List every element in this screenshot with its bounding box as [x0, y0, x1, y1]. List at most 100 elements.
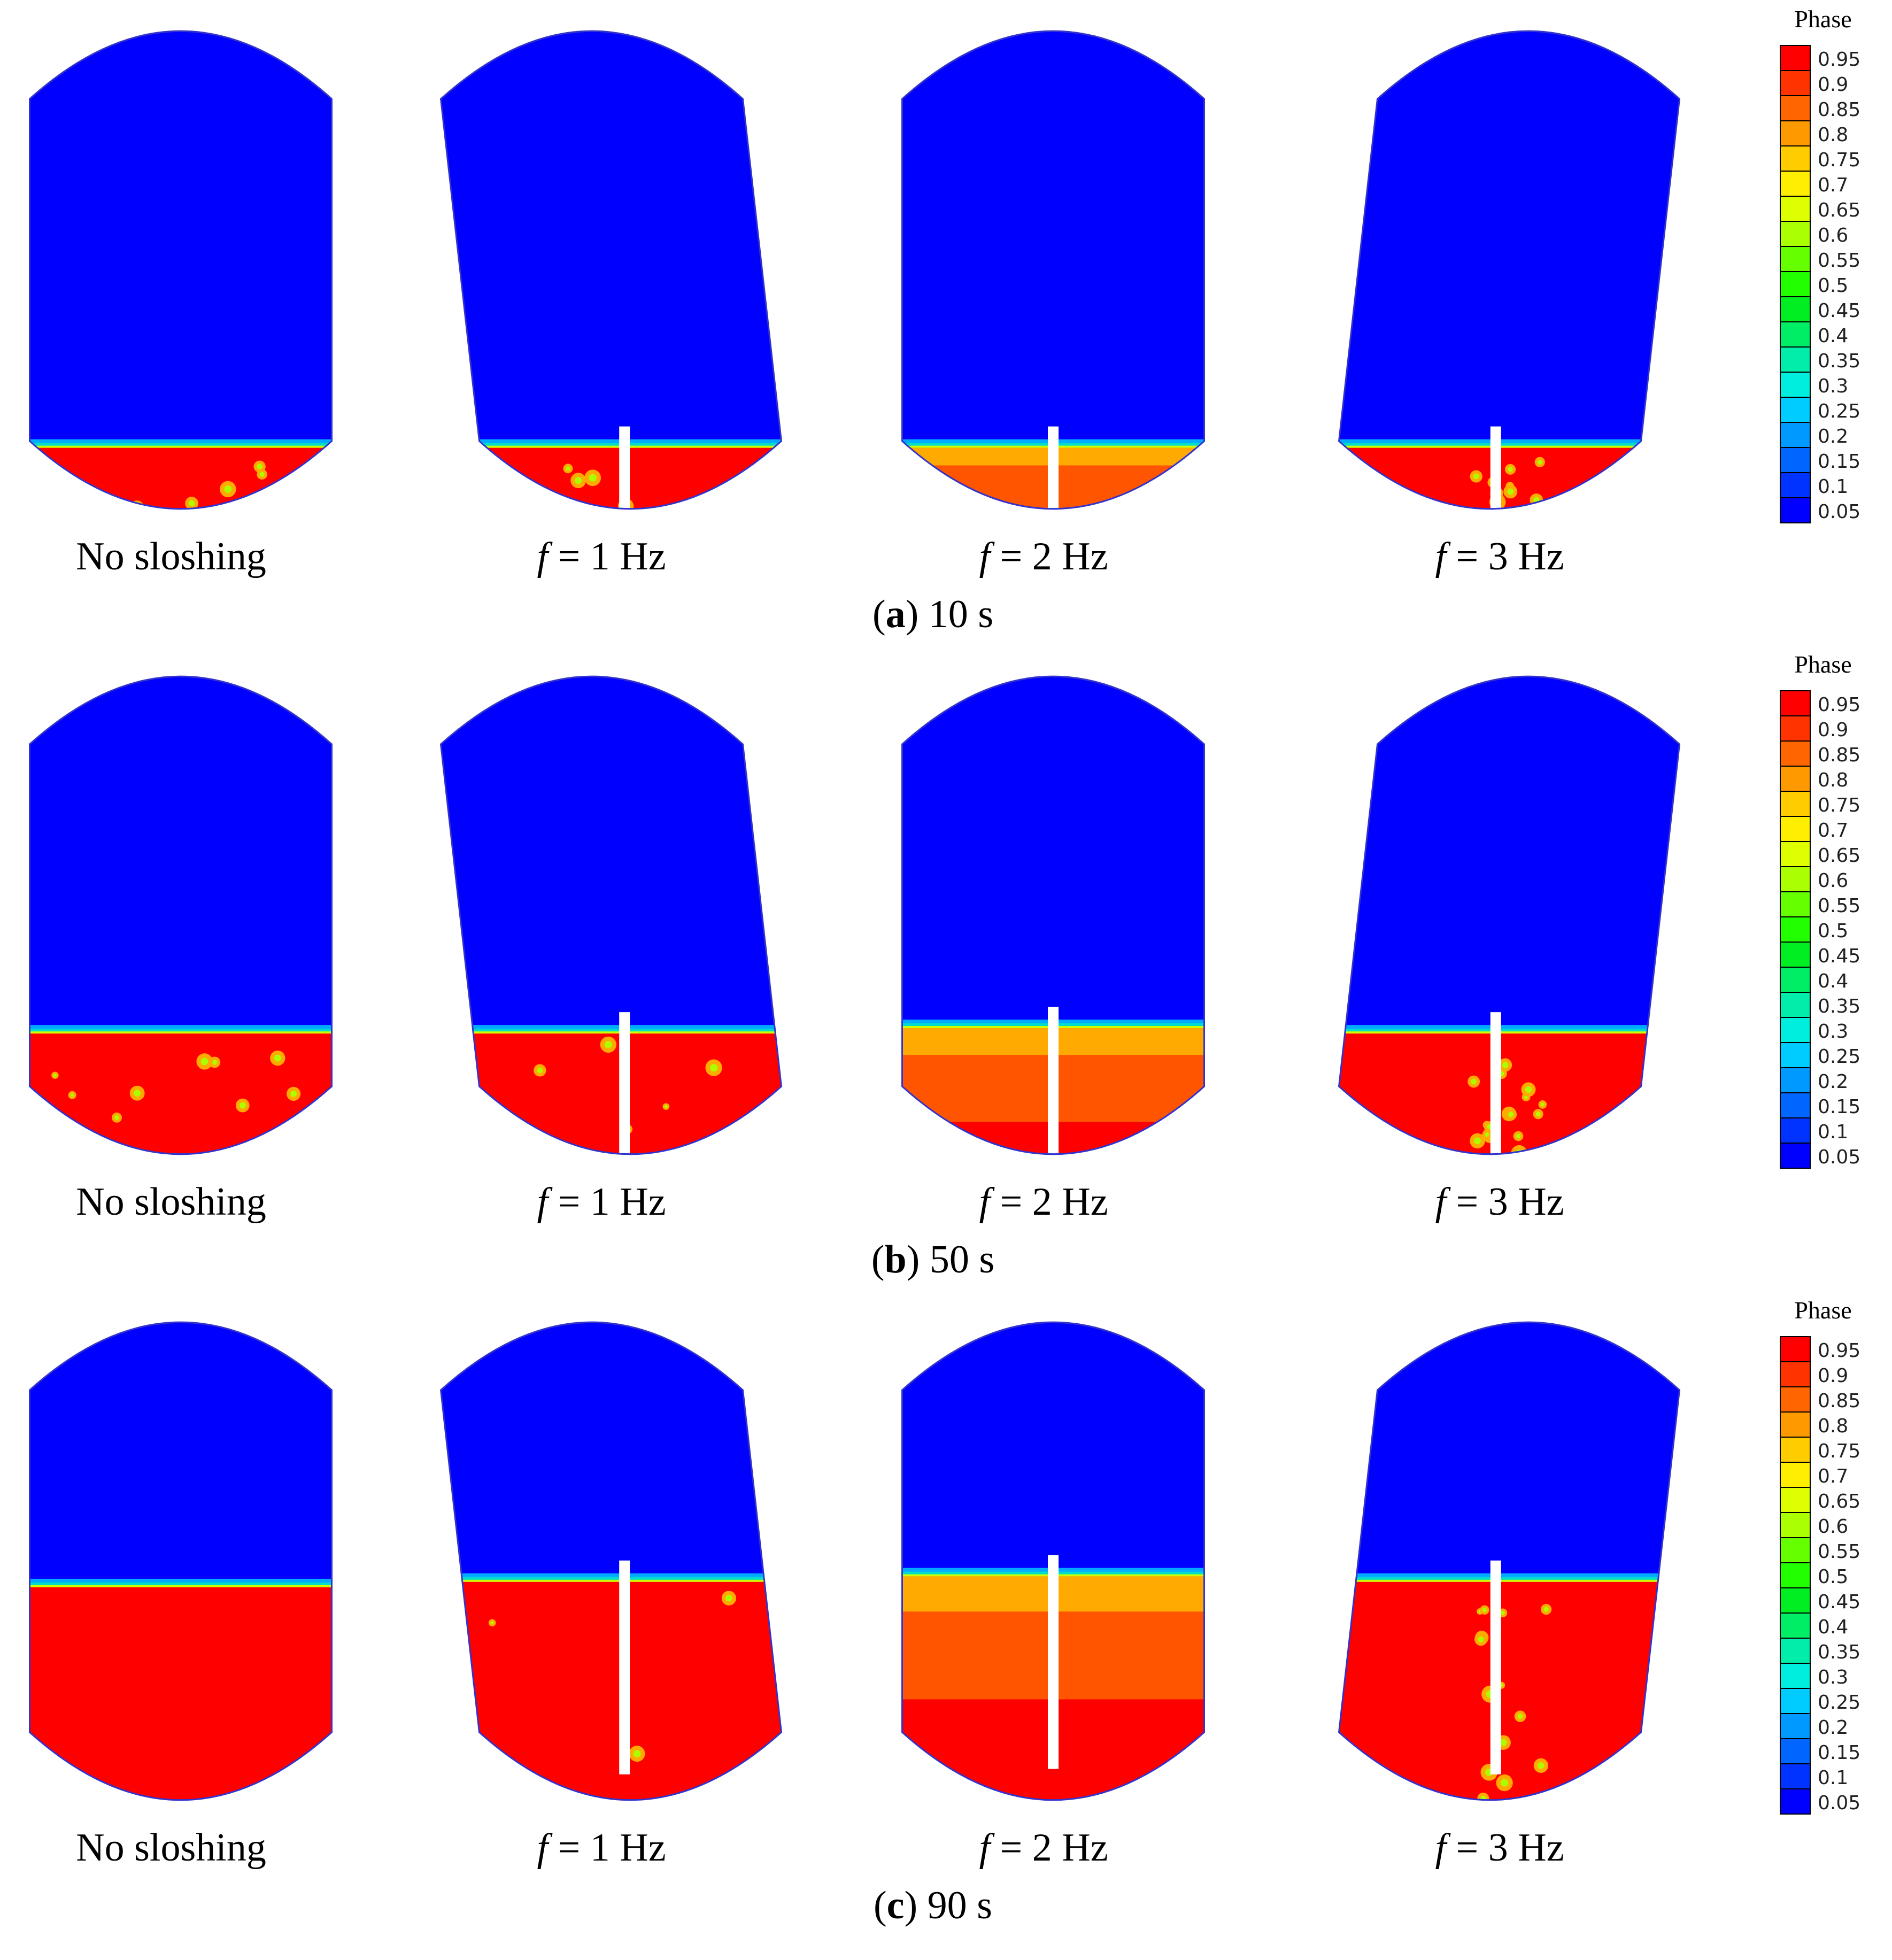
- inlet-pipe: [1490, 426, 1501, 509]
- colorbar-cell: [1780, 447, 1811, 473]
- bubble: [722, 1134, 733, 1146]
- colorbar-tick-label: 0.1: [1818, 476, 1848, 498]
- bubble-core: [240, 1102, 246, 1109]
- bubble-core: [1540, 1102, 1545, 1107]
- bubble-core: [103, 503, 110, 509]
- inlet-pipe: [619, 426, 630, 509]
- panel-label-text: = 1 Hz: [548, 1826, 666, 1870]
- bubble: [489, 1133, 504, 1148]
- panel-label-text: = 3 Hz: [1446, 1180, 1564, 1224]
- colorbar-cell: [1780, 1738, 1811, 1764]
- colorbar-tick-label: 0.2: [1818, 426, 1848, 447]
- bubble-core: [1478, 1636, 1484, 1642]
- colorbar-cell: [1780, 120, 1811, 146]
- colorbar-tick-label: 0.15: [1818, 1742, 1860, 1764]
- colorbar-cell: [1780, 246, 1811, 272]
- inlet-pipe: [619, 1012, 630, 1154]
- bubble-core: [1537, 1155, 1543, 1161]
- interface-band: [441, 1029, 782, 1032]
- colorbar-tick-label: 0.4: [1818, 1616, 1848, 1638]
- bubble-core: [1525, 1086, 1532, 1093]
- liquid-region: [29, 1587, 332, 1800]
- bubble-core: [259, 472, 265, 477]
- tank-outline: [901, 30, 1205, 510]
- panel-label-text: No sloshing: [76, 1180, 266, 1224]
- colorbar-cell: [1780, 791, 1811, 817]
- bubble-core: [493, 1137, 499, 1144]
- colorbar-tick-label: 0.5: [1818, 920, 1848, 942]
- bubble-core: [705, 1148, 714, 1154]
- tank-outline: [439, 675, 783, 1155]
- colorbar-tick-label: 0.8: [1818, 1415, 1848, 1437]
- inlet-pipe: [1490, 1012, 1501, 1154]
- colorbar-tick-label: 0.15: [1818, 451, 1860, 473]
- colorbar-cell: [1780, 1143, 1811, 1169]
- tank-panel: No sloshing: [29, 30, 333, 578]
- bubble-core: [53, 1074, 57, 1077]
- bubble-core: [1502, 1062, 1509, 1068]
- caption-letter: c: [887, 1884, 905, 1927]
- colorbar-title: Phase: [1794, 5, 1851, 33]
- bubble: [1484, 512, 1495, 523]
- interface-band: [29, 1029, 332, 1032]
- air-region: [441, 676, 782, 1154]
- panel-label-text: = 1 Hz: [548, 1180, 666, 1224]
- panel-label-text: No sloshing: [76, 1826, 266, 1870]
- colorbar-cell: [1780, 1537, 1811, 1563]
- interface-band: [1339, 443, 1680, 446]
- colorbar-tick-label: 0.7: [1818, 174, 1848, 196]
- colorbar-cell: [1780, 95, 1811, 121]
- inlet-pipe: [619, 1560, 630, 1774]
- colorbar-title: Phase: [1794, 1297, 1851, 1324]
- colorbar-cell: [1780, 1437, 1811, 1463]
- colorbar-cell: [1780, 1042, 1811, 1068]
- bubble: [1533, 1151, 1547, 1154]
- colorbar-tick-label: 0.75: [1818, 149, 1860, 171]
- colorbar-tick-label: 0.4: [1818, 325, 1848, 347]
- bubble-core: [1487, 515, 1492, 521]
- colorbar-tick-label: 0.9: [1818, 74, 1848, 96]
- colorbar-cell: [1780, 321, 1811, 348]
- bubble-core: [589, 474, 597, 482]
- bubble-core: [537, 1067, 543, 1074]
- colorbar-cell: [1780, 766, 1811, 792]
- bubble: [281, 1135, 290, 1144]
- tank-contour: [29, 31, 332, 509]
- panel-label: f = 1 Hz: [537, 535, 666, 578]
- bubble-core: [627, 514, 635, 522]
- colorbar-cell: [1780, 346, 1811, 373]
- interface-band: [29, 439, 332, 444]
- colorbar-tick-label: 0.25: [1818, 400, 1860, 422]
- colorbar-tick-label: 0.95: [1818, 1340, 1860, 1362]
- bubble-core: [1517, 1714, 1523, 1719]
- bubble-core: [566, 466, 570, 471]
- figure-row-c: No sloshing f = 1 Hz f = 2 Hz f = 3 Hz (c) 9…: [29, 1297, 1860, 1927]
- liquid-region: [1339, 1581, 1680, 1800]
- colorbar-tick-label: 0.2: [1818, 1717, 1848, 1739]
- bubble-core: [257, 464, 262, 469]
- tank-panel: f = 3 Hz: [1338, 30, 1681, 578]
- panel-label: No sloshing: [76, 1826, 266, 1870]
- colorbar-tick-label: 0.45: [1818, 945, 1860, 967]
- colorbar-cell: [1780, 1688, 1811, 1714]
- colorbar-tick-label: 0.65: [1818, 845, 1860, 867]
- colorbar-cell: [1780, 1612, 1811, 1639]
- panel-label: f = 1 Hz: [537, 1180, 666, 1224]
- tank-contour: [441, 676, 782, 1154]
- panel-label: f = 2 Hz: [979, 1180, 1108, 1224]
- bubble-core: [1501, 1611, 1505, 1615]
- caption-letter: a: [886, 592, 906, 636]
- panel-label: f = 2 Hz: [979, 1826, 1108, 1870]
- colorbar-tick-label: 0.65: [1818, 199, 1860, 221]
- bubble-core: [71, 1167, 74, 1170]
- inlet-pipe: [1048, 1555, 1059, 1769]
- tank-panel: f = 1 Hz: [439, 1321, 783, 1870]
- tank-panel: f = 1 Hz: [439, 30, 783, 578]
- colorbar-cell: [1780, 1092, 1811, 1118]
- colorbar-cell: [1780, 1117, 1811, 1144]
- colorbar-cell: [1780, 1017, 1811, 1043]
- interface-band: [1339, 1029, 1680, 1032]
- colorbar-tick-label: 0.8: [1818, 769, 1848, 791]
- colorbar-tick-label: 0.5: [1818, 275, 1848, 297]
- colorbar-title: Phase: [1794, 651, 1851, 678]
